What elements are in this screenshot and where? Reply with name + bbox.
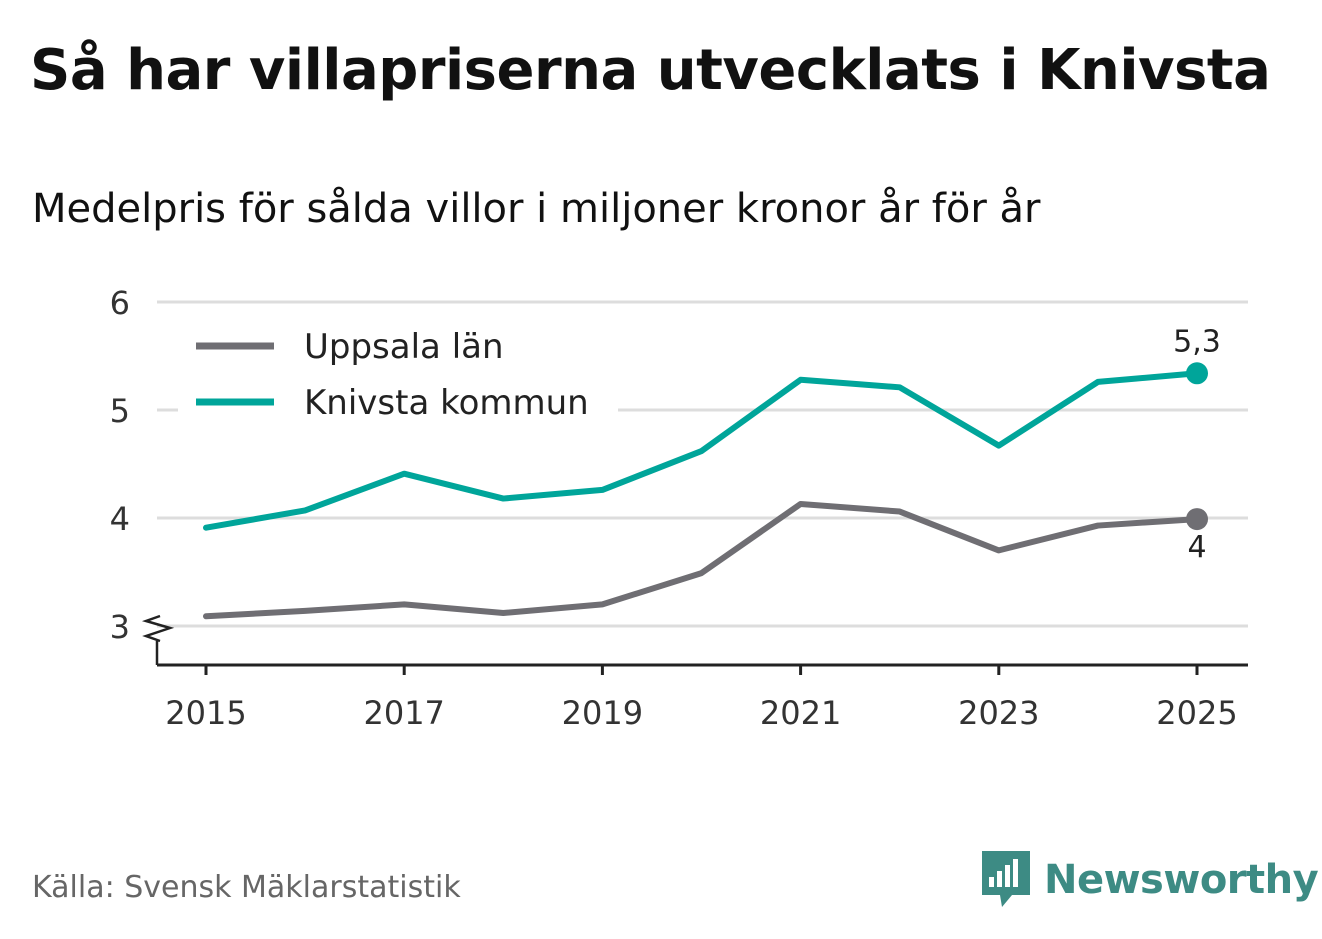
data-point [1186,362,1208,385]
end-data-label: 4 [1187,530,1206,565]
x-tick-label: 2017 [363,694,444,732]
newsworthy-logo-icon [982,851,1030,907]
x-tick-label: 2015 [165,694,246,732]
x-axis: 2015 2017 2019 2021 2023 2025 [157,663,1248,732]
source-note: Källa: Svensk Mäklarstatistik [32,870,461,905]
brand-name: Newsworthy [1044,857,1319,903]
x-tick-label: 2019 [562,694,643,732]
legend-label: Knivsta kommun [304,383,589,423]
y-tick-label: 5 [110,392,130,430]
legend-label: Uppsala län [304,327,504,367]
y-tick-label: 4 [110,500,130,538]
x-tick-label: 2023 [958,694,1039,732]
series-line-uppsala-lan [203,500,1200,620]
end-data-label: 5,3 [1173,324,1221,359]
y-axis-ticks: 3 4 5 6 [110,284,175,665]
axis-break-icon [141,614,175,643]
chart-title: Så har villapriserna utvecklats i Knivst… [30,38,1271,103]
gridlines [157,300,1248,628]
legend-background [178,318,618,436]
legend: Uppsala län Knivsta kommun [178,318,618,436]
brand[interactable]: Newsworthy [980,850,1319,910]
chart-subtitle: Medelpris för sålda villor i miljoner kr… [32,186,1041,232]
series-lines: 45,3 [203,324,1221,620]
x-tick-label: 2021 [760,694,841,732]
x-tick-label: 2025 [1156,694,1237,732]
y-tick-label: 6 [110,284,130,322]
y-tick-label: 3 [110,608,130,646]
data-point [1186,508,1208,531]
